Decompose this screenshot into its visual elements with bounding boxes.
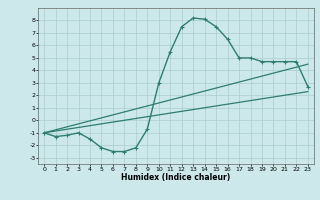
X-axis label: Humidex (Indice chaleur): Humidex (Indice chaleur) xyxy=(121,173,231,182)
